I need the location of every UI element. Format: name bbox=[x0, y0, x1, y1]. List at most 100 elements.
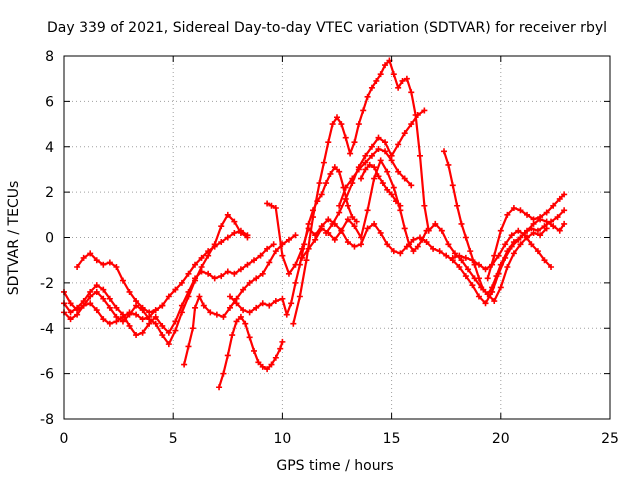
data-point-marker bbox=[106, 320, 113, 327]
data-point-marker bbox=[502, 241, 509, 248]
data-point-marker bbox=[344, 216, 351, 223]
data-point-marker bbox=[504, 263, 511, 270]
data-point-marker bbox=[87, 288, 94, 295]
y-tick-label: 8 bbox=[45, 49, 54, 65]
data-point-marker bbox=[371, 220, 378, 227]
data-point-marker bbox=[231, 229, 238, 236]
data-point-marker bbox=[198, 254, 205, 261]
series-track bbox=[449, 227, 555, 273]
data-point-marker bbox=[534, 248, 541, 255]
data-point-marker bbox=[338, 121, 345, 128]
y-tick-label: -6 bbox=[40, 367, 54, 383]
data-point-marker bbox=[423, 239, 430, 246]
data-point-marker bbox=[165, 329, 172, 336]
data-point-marker bbox=[561, 191, 568, 198]
data-point-marker bbox=[342, 134, 349, 141]
data-point-marker bbox=[454, 202, 461, 209]
data-point-marker bbox=[272, 248, 279, 255]
y-tick-label: 2 bbox=[45, 185, 54, 201]
data-point-marker bbox=[272, 298, 279, 305]
data-point-marker bbox=[344, 202, 351, 209]
data-point-marker bbox=[192, 304, 199, 311]
data-point-marker bbox=[152, 313, 159, 320]
data-point-marker bbox=[368, 152, 375, 159]
data-point-marker bbox=[329, 220, 336, 227]
data-point-marker bbox=[530, 216, 537, 223]
data-point-marker bbox=[119, 313, 126, 320]
data-point-marker bbox=[371, 164, 378, 171]
data-point-marker bbox=[497, 261, 504, 268]
data-series bbox=[61, 57, 568, 391]
data-point-marker bbox=[449, 254, 456, 261]
data-point-marker bbox=[251, 347, 258, 354]
data-point-marker bbox=[491, 298, 498, 305]
data-point-marker bbox=[530, 229, 537, 236]
data-point-marker bbox=[224, 352, 231, 359]
data-point-marker bbox=[266, 259, 273, 266]
data-point-marker bbox=[133, 311, 140, 318]
data-point-marker bbox=[469, 282, 476, 289]
data-point-marker bbox=[554, 214, 561, 221]
data-point-marker bbox=[299, 254, 306, 261]
y-tick-label: 4 bbox=[45, 140, 54, 156]
data-point-marker bbox=[482, 300, 489, 307]
data-point-marker bbox=[390, 184, 397, 191]
data-point-marker bbox=[355, 121, 362, 128]
data-point-marker bbox=[246, 334, 253, 341]
data-point-marker bbox=[401, 225, 408, 232]
data-point-marker bbox=[224, 211, 231, 218]
data-point-marker bbox=[211, 243, 218, 250]
data-point-marker bbox=[119, 277, 126, 284]
data-point-marker bbox=[556, 195, 563, 202]
data-point-marker bbox=[139, 329, 146, 336]
data-point-marker bbox=[362, 159, 369, 166]
data-point-marker bbox=[475, 261, 482, 268]
data-point-marker bbox=[292, 261, 299, 268]
data-point-marker bbox=[329, 121, 336, 128]
data-point-marker bbox=[384, 241, 391, 248]
data-point-marker bbox=[80, 254, 87, 261]
data-point-marker bbox=[408, 89, 415, 96]
data-point-marker bbox=[259, 270, 266, 277]
data-point-marker bbox=[373, 77, 380, 84]
data-point-marker bbox=[290, 320, 297, 327]
data-point-marker bbox=[139, 316, 146, 323]
series-track bbox=[74, 227, 251, 316]
data-point-marker bbox=[207, 309, 214, 316]
data-point-marker bbox=[467, 248, 474, 255]
x-axis-label: GPS time / hours bbox=[276, 458, 393, 474]
data-point-marker bbox=[279, 295, 286, 302]
data-point-marker bbox=[100, 316, 107, 323]
data-point-marker bbox=[320, 159, 327, 166]
data-point-marker bbox=[528, 241, 535, 248]
data-point-marker bbox=[240, 307, 247, 314]
data-point-marker bbox=[465, 266, 472, 273]
data-point-marker bbox=[224, 268, 231, 275]
data-point-marker bbox=[419, 236, 426, 243]
data-point-marker bbox=[146, 320, 153, 327]
data-point-marker bbox=[401, 175, 408, 182]
data-point-marker bbox=[493, 273, 500, 280]
data-point-marker bbox=[100, 295, 107, 302]
data-point-marker bbox=[253, 275, 260, 282]
data-point-marker bbox=[279, 338, 286, 345]
data-point-marker bbox=[336, 202, 343, 209]
data-point-marker bbox=[285, 236, 292, 243]
data-point-marker bbox=[318, 191, 325, 198]
data-point-marker bbox=[480, 286, 487, 293]
data-point-marker bbox=[264, 200, 271, 207]
data-point-marker bbox=[80, 302, 87, 309]
data-point-marker bbox=[178, 279, 185, 286]
y-tick-label: -8 bbox=[40, 412, 54, 428]
data-point-marker bbox=[342, 195, 349, 202]
series-line bbox=[62, 302, 164, 325]
data-point-marker bbox=[436, 248, 443, 255]
data-point-marker bbox=[430, 245, 437, 252]
y-tick-label: 0 bbox=[45, 231, 54, 247]
data-point-marker bbox=[510, 239, 517, 246]
data-point-marker bbox=[338, 227, 345, 234]
data-point-marker bbox=[489, 284, 496, 291]
data-point-marker bbox=[272, 354, 279, 361]
data-point-marker bbox=[246, 309, 253, 316]
